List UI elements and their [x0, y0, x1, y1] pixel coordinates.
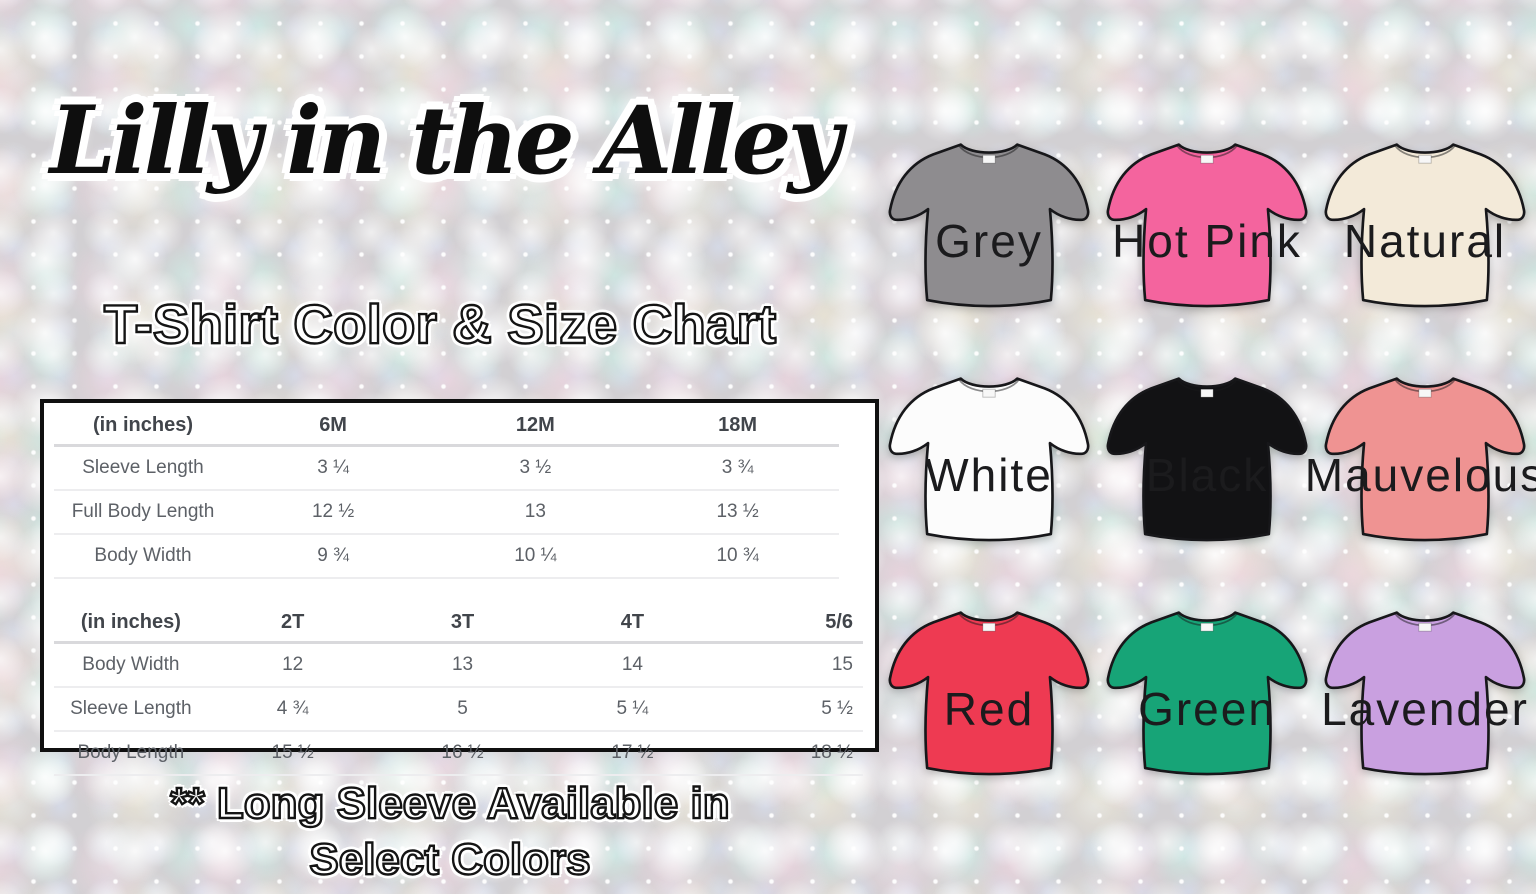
toddler-size-table: (in inches) 2T 3T 4T 5/6 Body Width 12 1…	[54, 603, 863, 776]
size-cell: 9 ¾	[317, 545, 349, 566]
shirt-grey: Grey	[880, 126, 1098, 332]
size-cell: 10 ¾	[716, 545, 759, 566]
row-label: Full Body Length	[71, 501, 215, 522]
row-label: Body Length	[77, 742, 185, 763]
shirt-hot-pink: Hot Pink	[1098, 126, 1316, 332]
size-cell: 15 ½	[271, 742, 314, 763]
size-cell: 18 ½	[810, 742, 853, 763]
col-header-3t: 3T	[450, 611, 475, 633]
table-row: Body Length 15 ½ 16 ½ 17 ½ 18 ½	[54, 731, 863, 775]
table-row: Sleeve Length 4 ¾ 5 5 ¼ 5 ½	[54, 687, 863, 731]
row-label: Sleeve Length	[82, 457, 204, 478]
brand-logo: Lilly in the Alley	[49, 86, 842, 196]
shirt-natural: Natural	[1316, 126, 1534, 332]
color-label-natural: Natural	[1343, 215, 1507, 268]
col-header-6m: 6M	[319, 414, 347, 436]
col-header-4t: 4T	[620, 611, 645, 633]
size-cell: 3 ½	[519, 457, 552, 478]
size-cell: 3 ¾	[721, 457, 754, 478]
color-label-lavender: Lavender	[1321, 683, 1529, 736]
row-label: Body Width	[94, 545, 192, 566]
table-row: Body Width 9 ¾ 10 ¼ 10 ¾	[54, 534, 839, 578]
col-header-5-6: 5/6	[825, 611, 853, 633]
size-cell: 15	[831, 654, 853, 675]
shirt-mauvelous: Mauvelous	[1305, 360, 1536, 566]
size-cell: 4 ¾	[276, 698, 309, 719]
size-chart-panel: (in inches) 6M 12M 18M Sleeve Length 3 ¼…	[40, 399, 879, 775]
size-cell: 14	[621, 654, 643, 675]
size-cell: 16 ½	[441, 742, 484, 763]
unit-label: (in inches)	[92, 414, 193, 436]
size-cell: 5	[457, 698, 468, 719]
color-label-white: White	[925, 449, 1053, 502]
color-label-black: Black	[1145, 449, 1269, 502]
size-cell: 13 ½	[716, 501, 759, 522]
long-sleeve-note: ** Long Sleeve Available in Select Color…	[70, 776, 830, 888]
size-cell: 12	[282, 654, 304, 675]
color-label-green: Green	[1138, 683, 1276, 736]
infant-size-table: (in inches) 6M 12M 18M Sleeve Length 3 ¼…	[54, 406, 839, 579]
infant-header-row: (in inches) 6M 12M 18M	[54, 406, 839, 446]
col-header-18m: 18M	[718, 414, 758, 436]
page-title: T-Shirt Color & Size Chart	[103, 292, 778, 356]
size-cell: 5 ½	[821, 698, 853, 719]
col-header-12m: 12M	[515, 414, 555, 436]
size-cell: 3 ¼	[317, 457, 349, 478]
color-label-hot-pink: Hot Pink	[1112, 215, 1302, 268]
shirt-black: Black	[1098, 360, 1316, 566]
table-row: Sleeve Length 3 ¼ 3 ½ 3 ¾	[54, 446, 839, 490]
size-cell: 17 ½	[611, 742, 654, 763]
size-cell: 13	[524, 501, 546, 522]
shirt-white: White	[880, 360, 1098, 566]
color-label-grey: Grey	[935, 215, 1043, 268]
size-cell: 13	[451, 654, 474, 675]
size-cell: 12 ½	[311, 501, 355, 522]
size-cell: 10 ¼	[514, 545, 557, 566]
color-label-mauvelous: Mauvelous	[1304, 449, 1536, 502]
table-row: Body Width 12 13 14 15	[54, 643, 863, 687]
shirt-green: Green	[1098, 594, 1316, 800]
shirt-red: Red	[880, 594, 1098, 800]
note-line-2: Select Colors	[308, 834, 592, 885]
shirt-lavender: Lavender	[1316, 594, 1534, 800]
row-label: Body Width	[82, 654, 180, 675]
size-cell: 5 ¼	[616, 698, 649, 719]
col-header-2t: 2T	[280, 611, 305, 633]
unit-label: (in inches)	[80, 611, 181, 633]
row-label: Sleeve Length	[70, 698, 192, 719]
color-label-red: Red	[943, 683, 1035, 736]
toddler-header-row: (in inches) 2T 3T 4T 5/6	[54, 603, 863, 643]
table-row: Full Body Length 12 ½ 13 13 ½	[54, 490, 839, 534]
note-line-1: ** Long Sleeve Available in	[169, 778, 731, 829]
color-swatch-grid: Grey Hot Pink Natural White Black Mauvel…	[880, 126, 1536, 800]
